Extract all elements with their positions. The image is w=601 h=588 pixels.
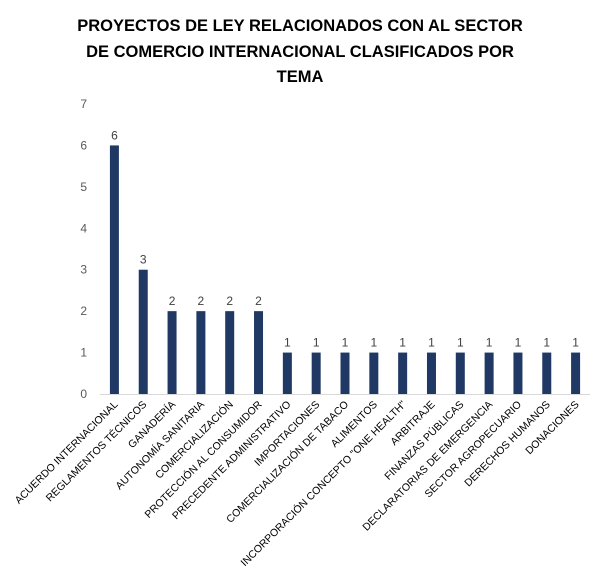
bar [254, 311, 264, 394]
data-label: 1 [428, 336, 435, 350]
bar [398, 352, 408, 394]
bar [311, 352, 321, 394]
data-label: 2 [198, 294, 205, 308]
chart-title-line-3: TEMA [277, 68, 324, 86]
y-axis: 0 1 2 3 4 5 6 7 [80, 97, 87, 401]
y-tick-label: 2 [80, 304, 87, 318]
data-label: 1 [457, 336, 464, 350]
y-tick-label: 0 [80, 387, 87, 401]
bar [571, 352, 581, 394]
bar [513, 352, 523, 394]
y-tick-label: 5 [80, 180, 87, 194]
data-label: 1 [370, 336, 377, 350]
data-label: 1 [543, 336, 550, 350]
bar [484, 352, 494, 394]
data-label: 1 [284, 336, 291, 350]
data-label: 1 [399, 336, 406, 350]
data-label: 2 [226, 294, 233, 308]
y-tick-label: 4 [80, 221, 87, 235]
chart-title-line-2: DE COMERCIO INTERNACIONAL CLASIFICADOS P… [86, 43, 514, 61]
y-tick-label: 6 [80, 138, 87, 152]
bar [455, 352, 465, 394]
data-label: 1 [342, 336, 349, 350]
data-label: 1 [572, 336, 579, 350]
bar [196, 311, 206, 394]
data-label: 2 [255, 294, 262, 308]
bar [167, 311, 177, 394]
data-label: 3 [140, 253, 147, 267]
y-tick-label: 7 [80, 97, 87, 111]
bar [282, 352, 292, 394]
data-label: 1 [313, 336, 320, 350]
data-label: 6 [111, 128, 118, 142]
bar [426, 352, 436, 394]
y-tick-label: 3 [80, 263, 87, 277]
data-label: 1 [515, 336, 522, 350]
bar [109, 145, 119, 394]
bars-group [109, 145, 581, 394]
y-tick-label: 1 [80, 346, 87, 360]
bar [225, 311, 235, 394]
bar [369, 352, 379, 394]
chart-title-line-1: PROYECTOS DE LEY RELACIONADOS CON AL SEC… [77, 17, 523, 35]
data-label: 1 [486, 336, 493, 350]
bar [542, 352, 552, 394]
data-labels-group: 6 3 2 2 2 2 1 1 1 1 1 1 1 1 1 1 1 [111, 128, 579, 349]
bar [340, 352, 350, 394]
x-tick-label: ACUERDO INTERNACIONAL [13, 399, 121, 507]
bar [138, 269, 148, 394]
data-label: 2 [169, 294, 176, 308]
